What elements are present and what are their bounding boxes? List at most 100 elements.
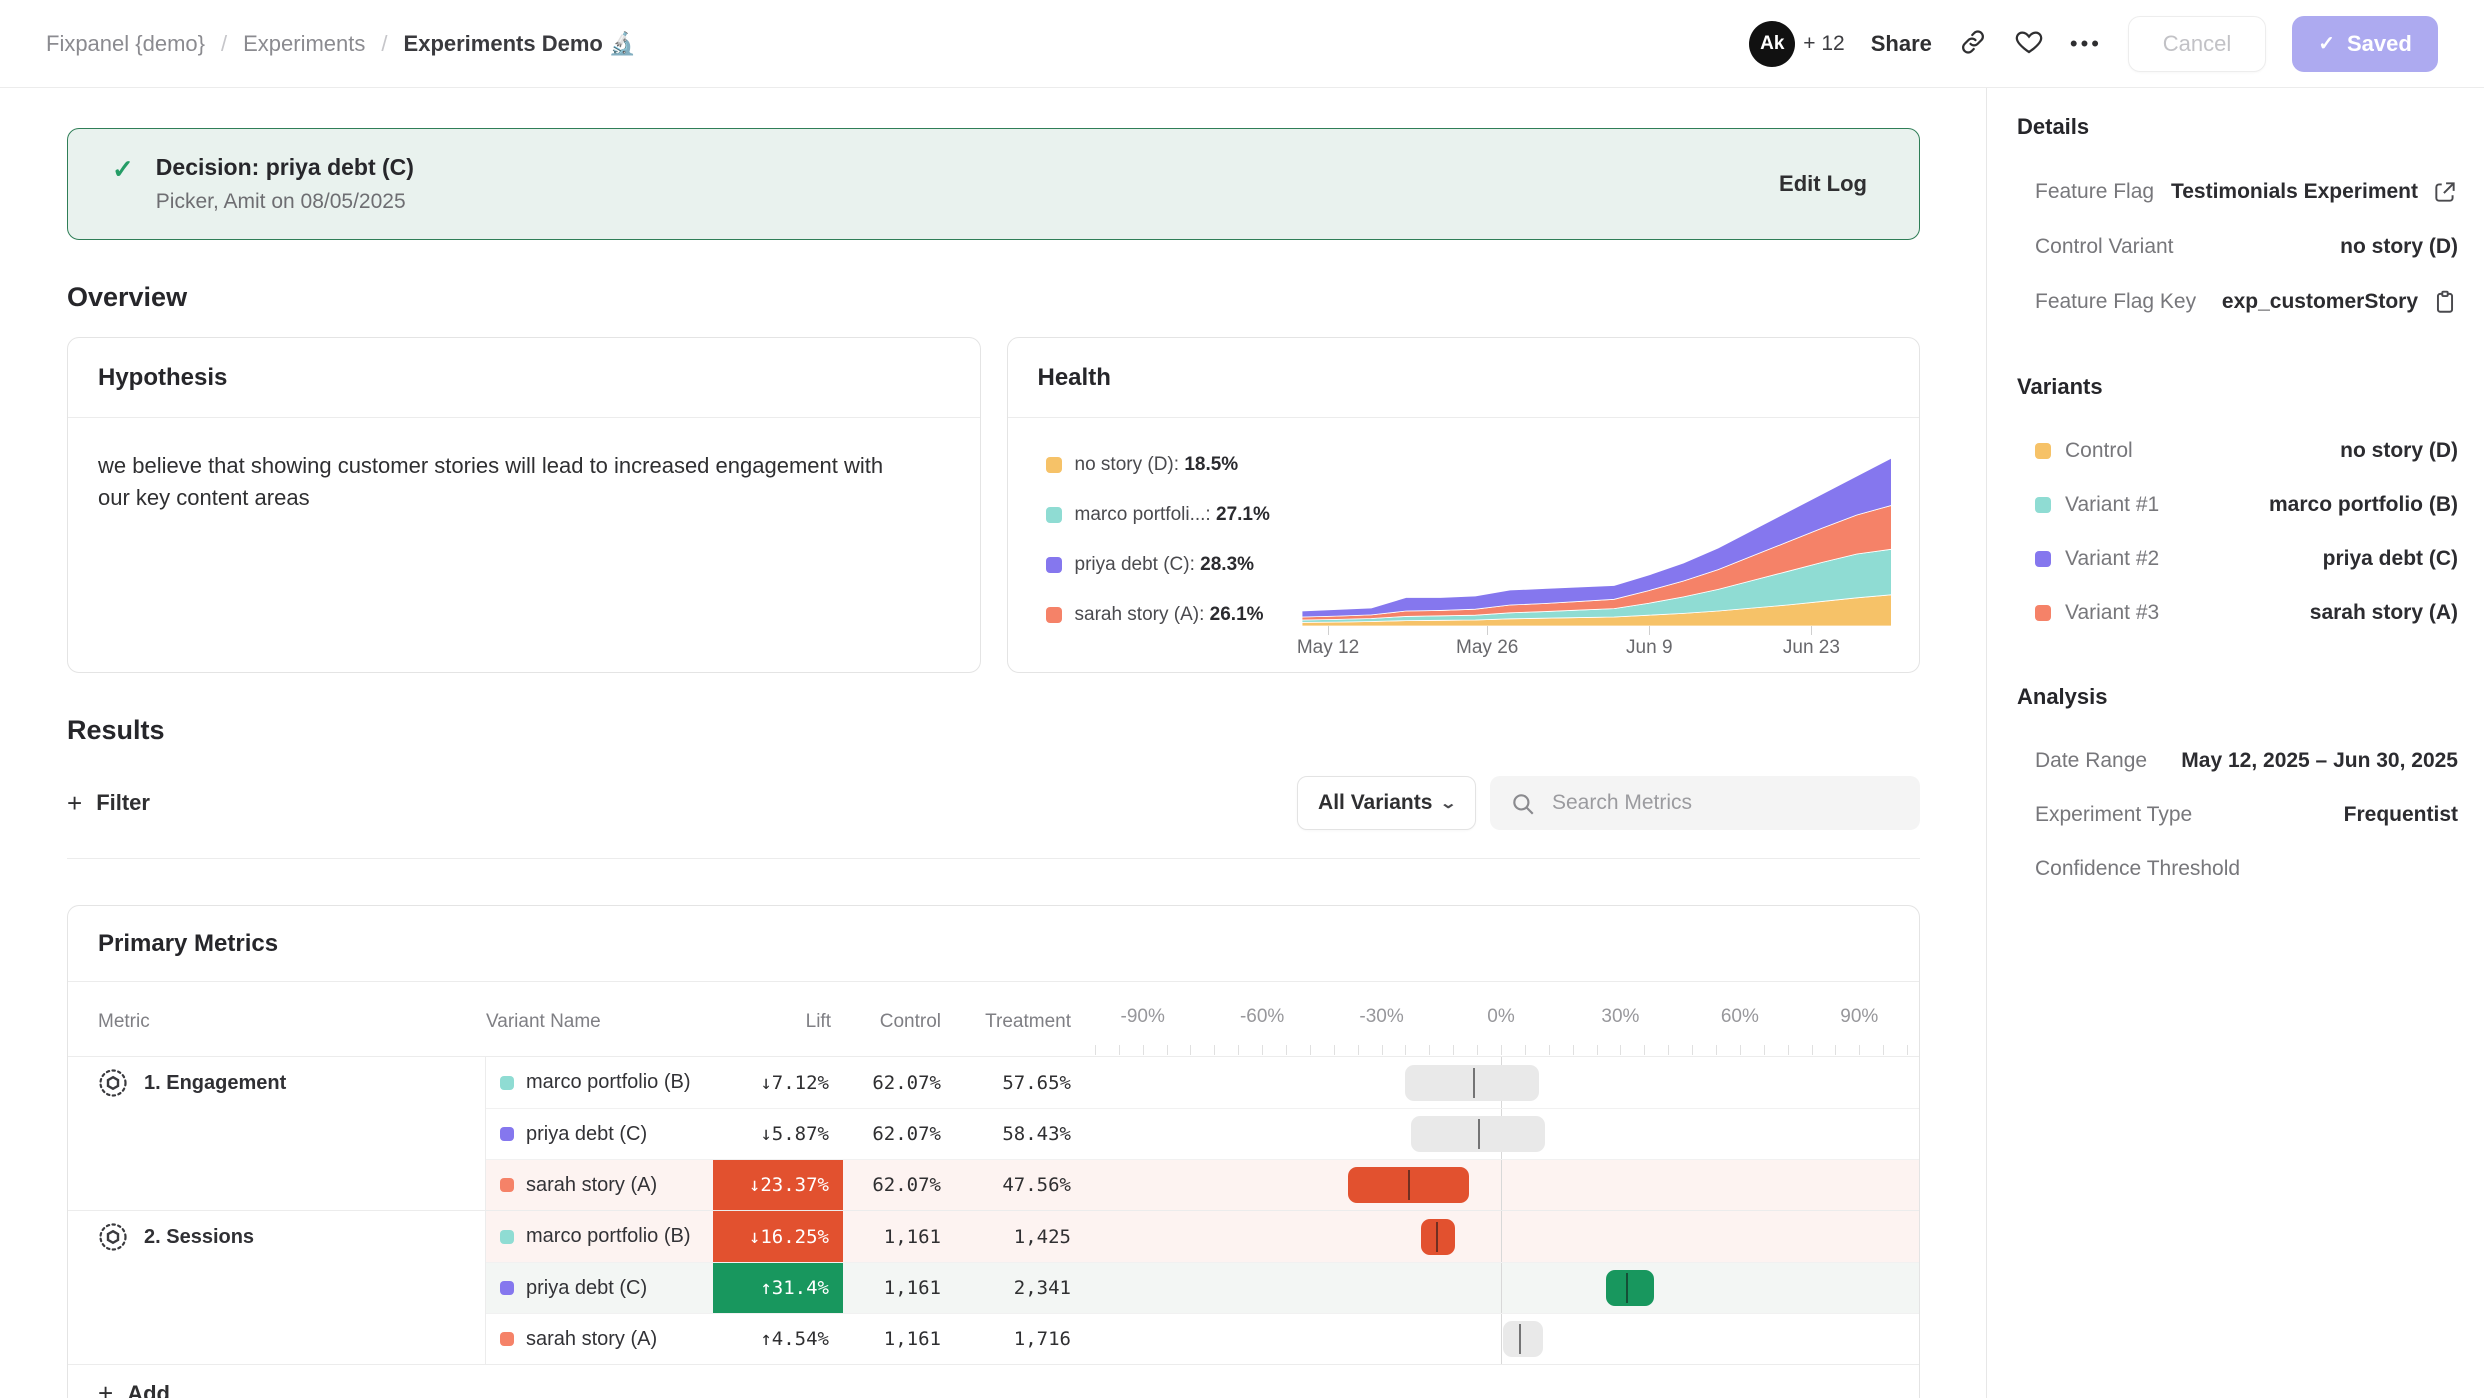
variant-swatch: [500, 1075, 514, 1090]
favorite-button[interactable]: [2014, 27, 2044, 60]
external-link-icon[interactable]: [2432, 179, 2458, 205]
minor-tick: [1477, 1045, 1479, 1055]
saved-button[interactable]: ✓ Saved: [2292, 15, 2438, 72]
metrics-search: [1490, 776, 1920, 830]
sidebar-row-label: Date Range: [2035, 749, 2147, 773]
confidence-interval-cell: [1083, 1313, 1919, 1364]
breadcrumb-separator: /: [221, 30, 228, 56]
legend-label: marco portfoli...: 27.1%: [1074, 504, 1270, 525]
variant-color-swatch: [2035, 443, 2051, 459]
confidence-interval-bar[interactable]: [1606, 1270, 1655, 1306]
minor-tick: [1883, 1045, 1885, 1055]
collaborators-count[interactable]: + 12: [1803, 31, 1845, 55]
primary-metrics-card: Primary Metrics Metric Variant Name Lift Co…: [67, 905, 1920, 1398]
sidebar-row-value: priya debt (C): [2323, 547, 2458, 571]
mean-lift-tick: [1626, 1273, 1628, 1303]
sidebar-label-text: Variant #1: [2065, 493, 2160, 516]
copy-link-button[interactable]: [1958, 27, 1988, 60]
confidence-interval-bar[interactable]: [1502, 1321, 1543, 1357]
variants-dropdown[interactable]: All Variants ⌄: [1297, 776, 1476, 830]
cancel-button[interactable]: Cancel: [2128, 15, 2266, 72]
minor-tick: [1692, 1045, 1694, 1055]
lift-value-cell: ↑4.54%: [713, 1313, 843, 1364]
breadcrumb-item[interactable]: Fixpanel {demo}: [46, 30, 205, 56]
primary-metrics-title: Primary Metrics: [98, 929, 279, 957]
heart-icon: [2014, 27, 2044, 60]
variant-cell[interactable]: marco portfolio (B): [486, 1057, 713, 1108]
metric-cell[interactable]: 2. Sessions: [68, 1211, 486, 1364]
results-divider: [67, 858, 1920, 859]
variant-cell[interactable]: sarah story (A): [486, 1313, 713, 1364]
metric-cell[interactable]: 1. Engagement: [68, 1057, 486, 1210]
minor-tick: [1309, 1045, 1311, 1055]
variant-cell[interactable]: marco portfolio (B): [486, 1211, 713, 1262]
variant-cell[interactable]: priya debt (C): [486, 1108, 713, 1159]
metrics-table-header: Metric Variant Name Lift Control Treatment -9…: [68, 982, 1919, 1056]
minor-tick: [1787, 1045, 1789, 1055]
mean-lift-tick: [1518, 1324, 1521, 1354]
clipboard-icon[interactable]: [2432, 289, 2458, 315]
breadcrumb-item[interactable]: Experiments: [243, 30, 366, 56]
minor-tick: [1166, 1045, 1168, 1055]
axis-tick-label: -30%: [1359, 1006, 1404, 1027]
confidence-interval-bar[interactable]: [1405, 1064, 1539, 1101]
column-header-variant-name: Variant Name: [486, 1011, 601, 1032]
legend-label: no story (D): 18.5%: [1074, 454, 1239, 475]
sidebar-value-text: May 12, 2025 – Jun 30, 2025: [2181, 749, 2458, 772]
column-header-lift: Lift: [805, 1011, 831, 1032]
sidebar-label-text: Feature Flag: [2035, 180, 2155, 203]
health-x-axis: May 12 May 26 Jun 9 Jun 23: [1297, 626, 1892, 662]
edit-log-button[interactable]: Edit Log: [1779, 171, 1867, 196]
add-metric-button[interactable]: + Add: [98, 1378, 170, 1398]
link-icon: [1958, 27, 1988, 60]
sidebar-value-text: priya debt (C): [2322, 547, 2458, 570]
chevron-down-icon: ⌄: [1439, 795, 1458, 812]
minor-tick: [1811, 1045, 1813, 1055]
sidebar-section-heading: Variants: [2017, 374, 2103, 399]
confidence-interval-cell: [1083, 1057, 1919, 1108]
sidebar-row: Feature Flag Testimonials Experiment: [2017, 164, 2460, 220]
breadcrumb-item[interactable]: Experiments Demo 🔬: [403, 30, 637, 56]
variant-cell[interactable]: priya debt (C): [486, 1262, 713, 1313]
hypothesis-body[interactable]: we believe that showing customer stories…: [98, 453, 884, 510]
minor-tick: [1118, 1045, 1120, 1055]
share-button[interactable]: Share: [1870, 30, 1932, 56]
minor-tick: [1715, 1045, 1717, 1055]
overview-heading: Overview: [67, 282, 188, 312]
hypothesis-card: Hypothesis we believe that showing custo…: [67, 337, 981, 673]
minor-tick: [1333, 1045, 1335, 1055]
treatment-value-cell: 57.65%: [1002, 1071, 1071, 1094]
x-axis-label: May 12: [1296, 637, 1360, 658]
plus-icon: +: [67, 787, 83, 818]
health-area-chart: May 12 May 26 Jun 9 Jun 23: [1297, 440, 1892, 662]
metrics-table-body: 1. Engagement marco portfolio (B) ↓7.12% 62…: [68, 1056, 1919, 1364]
top-header: Fixpanel {demo} / Experiments / Experiments …: [0, 0, 2484, 88]
add-filter-button[interactable]: + Filter: [67, 788, 150, 819]
variant-cell[interactable]: sarah story (A): [486, 1159, 713, 1210]
x-axis-tick: [1649, 626, 1651, 635]
minor-tick: [1644, 1045, 1646, 1055]
sidebar-label-text: Confidence Threshold: [2035, 857, 2241, 880]
axis-tick-label: 90%: [1840, 1006, 1879, 1027]
lift-value-cell: ↓16.25%: [713, 1211, 843, 1262]
legend-swatch: [1045, 457, 1062, 473]
mean-lift-tick: [1472, 1067, 1475, 1098]
variant-color-swatch: [2035, 551, 2051, 567]
sidebar-value-text: no story (D): [2340, 439, 2458, 462]
ellipsis-icon: •••: [2069, 30, 2102, 56]
sidebar-row-value: no story (D): [2340, 235, 2458, 259]
sidebar-section-analysis: Analysis Date Range May 12, 2025 – Jun 30,…: [2017, 684, 2460, 896]
axis-tick-label: -60%: [1239, 1006, 1285, 1027]
treatment-value-cell: 1,425: [953, 1211, 1083, 1262]
minor-tick: [1668, 1045, 1670, 1055]
confidence-interval-bar[interactable]: [1421, 1218, 1456, 1255]
x-axis-label: May 26: [1456, 637, 1519, 658]
sidebar-row-value: May 12, 2025 – Jun 30, 2025: [2181, 749, 2458, 773]
more-options-button[interactable]: •••: [2070, 31, 2102, 57]
column-header-control: Control: [879, 1011, 941, 1032]
minor-tick: [1859, 1045, 1861, 1055]
search-metrics-input[interactable]: [1490, 776, 1920, 830]
axis-tick-label: 60%: [1720, 1006, 1759, 1027]
avatar[interactable]: Ak: [1749, 20, 1796, 67]
